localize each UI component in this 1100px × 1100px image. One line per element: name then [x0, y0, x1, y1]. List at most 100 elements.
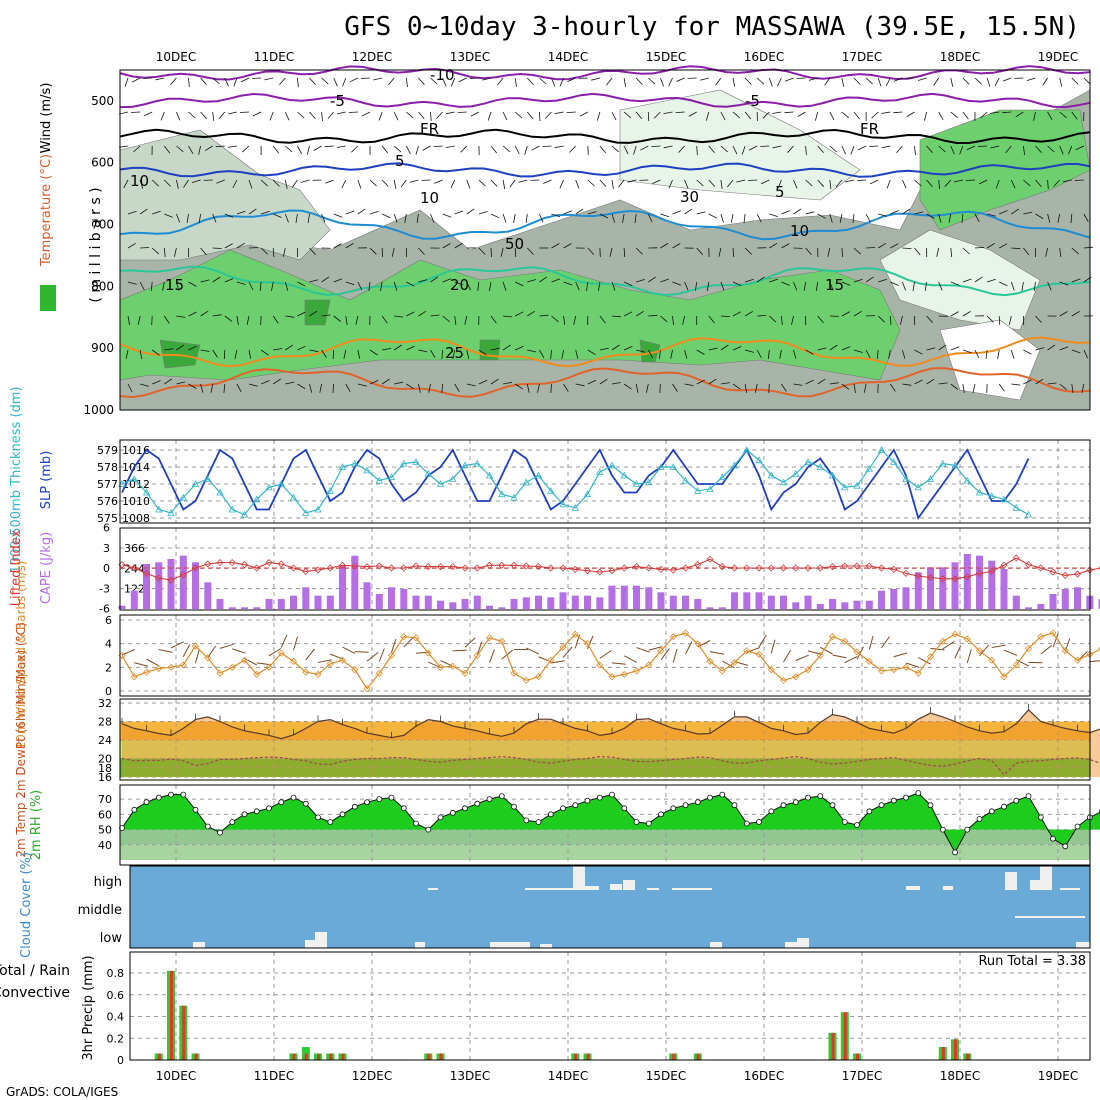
wind-barb	[841, 311, 850, 317]
cape-bar	[118, 605, 126, 609]
wind-barb-10m	[489, 649, 495, 663]
rh-point	[376, 796, 383, 802]
wind-barb	[997, 349, 1000, 359]
wind-barb	[228, 111, 237, 115]
wind-barb	[151, 179, 159, 187]
wind-barb	[152, 380, 161, 385]
wind-barb	[1021, 281, 1024, 291]
temp-band-green	[120, 758, 1090, 777]
wind-barb	[596, 111, 601, 121]
wind-barb	[176, 145, 184, 153]
cape-bar	[510, 599, 518, 609]
wind-barb-10m	[317, 659, 332, 663]
rh-point	[743, 820, 750, 827]
wind-barb	[155, 77, 165, 81]
li-point	[926, 573, 935, 582]
wind-barb	[808, 77, 818, 81]
wind-barb	[768, 383, 770, 394]
wind-barb	[373, 77, 383, 81]
wind-barb	[309, 77, 316, 85]
wind-barb	[618, 179, 625, 188]
wind-barb	[490, 347, 500, 351]
wind-barb	[853, 77, 861, 85]
wind-barb	[598, 281, 601, 291]
precip-convective-bar	[182, 1005, 186, 1060]
wind-barb	[309, 349, 319, 353]
wind-barb	[835, 179, 843, 188]
wind-barb	[1035, 347, 1045, 351]
li-point	[387, 564, 396, 572]
wind-speed-point	[351, 666, 359, 674]
wind-barb-10m	[232, 648, 246, 654]
thickness-point	[890, 458, 898, 465]
wind-barb	[672, 243, 681, 249]
cape-axis-label: CAPE (J/kg)	[39, 532, 54, 604]
thickness-point	[963, 476, 971, 484]
wind-barb	[369, 247, 377, 255]
cloud-bar	[1040, 866, 1052, 890]
wind-barb	[210, 383, 214, 393]
wind-barb	[285, 381, 295, 385]
wind-barb	[876, 349, 879, 359]
wind-barb	[635, 310, 645, 317]
wind-barb	[676, 77, 685, 82]
wind-barb	[924, 281, 927, 291]
thickness-point	[657, 463, 665, 470]
wind-barb	[441, 383, 443, 394]
wind-barb	[1057, 213, 1061, 223]
wind-barb	[1047, 179, 1049, 190]
li-point	[1073, 570, 1082, 578]
wind-barb	[962, 247, 970, 255]
wind-barb	[139, 281, 145, 291]
wind-barb	[684, 281, 689, 291]
wind-barb	[1008, 315, 1012, 325]
wind-barb	[502, 179, 506, 189]
wind-barb	[264, 77, 274, 81]
wind-barb	[805, 211, 815, 215]
thickness-point	[400, 459, 408, 467]
wind-barb	[458, 77, 467, 83]
wind-barb	[805, 145, 807, 156]
wind-barb	[652, 179, 661, 184]
wind-barb	[234, 349, 238, 359]
rh-light-layer	[619, 89, 861, 201]
cape-bar	[902, 587, 910, 609]
wind-barb	[490, 247, 492, 258]
cape-bar	[253, 607, 261, 609]
wind-barb	[416, 213, 419, 223]
wind-barb	[684, 349, 688, 359]
cape-bar	[204, 582, 212, 609]
wind-barb	[938, 213, 942, 223]
cape-bar	[951, 562, 959, 609]
thickness-point	[363, 466, 371, 474]
wind-barb	[309, 247, 316, 255]
wind-barb	[1059, 311, 1068, 317]
wind-barb	[720, 179, 723, 189]
precip-convective-bar	[194, 1053, 198, 1060]
wind-barb	[551, 243, 560, 249]
temp-band-orange	[120, 721, 1090, 740]
wind-barb	[768, 77, 773, 87]
wind-barb	[726, 179, 734, 188]
wind-barb	[829, 145, 837, 153]
wind-barb	[369, 380, 379, 385]
wind-barb	[433, 145, 443, 147]
rh-point	[351, 803, 358, 810]
wind-barb	[349, 77, 359, 83]
wind-speed-point	[424, 649, 432, 657]
li-point	[130, 564, 138, 572]
cloud-bar	[305, 940, 317, 948]
cloud-level-label: low	[100, 931, 123, 946]
precip-convective-bar	[341, 1053, 345, 1060]
li-point	[890, 565, 898, 573]
cape-bar	[694, 599, 702, 609]
wind-barb	[200, 279, 210, 283]
wind-barb	[1071, 111, 1078, 120]
rh-point	[253, 808, 260, 815]
wind-barb	[464, 315, 468, 325]
li-point	[314, 566, 322, 574]
wind-barb	[1059, 145, 1064, 155]
date-label-top: 15DEC	[646, 50, 686, 64]
li-point	[792, 564, 800, 572]
cloud-level-label: middle	[78, 903, 122, 918]
